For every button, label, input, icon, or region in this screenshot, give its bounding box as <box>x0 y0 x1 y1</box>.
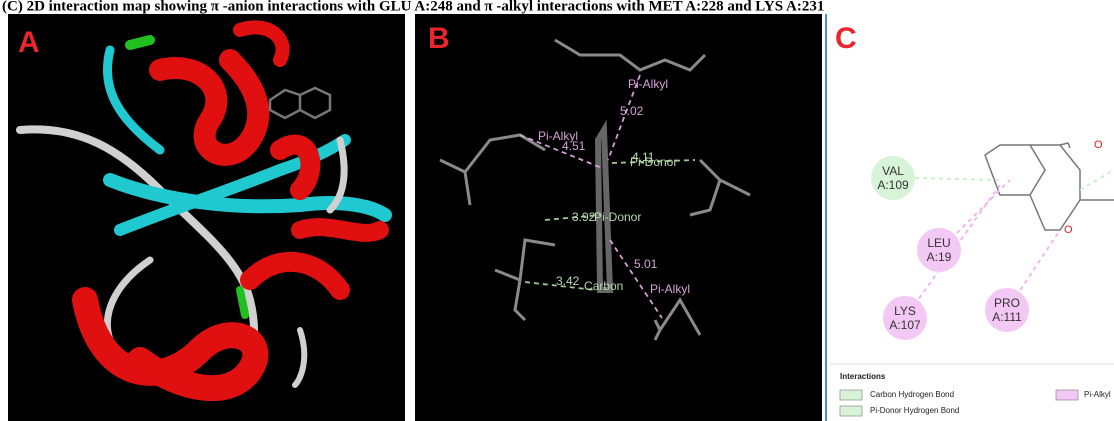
legend-title: Interactions <box>840 372 886 381</box>
distance-label: 5.02 <box>620 104 644 118</box>
panel-label: C <box>835 22 857 55</box>
panel-label: B <box>428 22 450 55</box>
legend-swatch <box>840 406 862 416</box>
interaction-type: Carbon <box>584 279 623 293</box>
distance-label: 3.42 <box>556 274 580 288</box>
residue-id: A:107 <box>889 318 921 332</box>
legend-item: Pi-Donor Hydrogen Bond <box>870 406 959 415</box>
figure: (C) 2D interaction map showing π -anion … <box>0 0 1114 421</box>
page: {"caption": "(C) 2D interaction map show… <box>0 0 1114 421</box>
residue-name: LEU <box>927 236 950 250</box>
panel-label: A <box>18 26 40 59</box>
interaction-type: Pi-Alkyl <box>650 282 690 296</box>
legend-item: Carbon Hydrogen Bond <box>870 390 954 399</box>
interaction-type: Pi-Alkyl <box>628 77 668 91</box>
residue-name: PRO <box>994 296 1020 310</box>
legend-swatch <box>840 390 862 400</box>
interaction-type: Pi-Donor <box>594 210 641 224</box>
distance-label: 5.01 <box>634 257 658 271</box>
residue-id: A:109 <box>877 178 909 192</box>
atom-o: O <box>1094 139 1103 151</box>
residue-id: A:111 <box>992 310 1022 324</box>
residue-name: VAL <box>882 164 904 178</box>
legend-item: Pi-Alkyl <box>1084 390 1111 399</box>
distance-label: 4.51 <box>562 139 586 153</box>
caption: (C) 2D interaction map showing π -anion … <box>2 0 824 14</box>
residue-id: A:19 <box>927 250 952 264</box>
residue-name: LYS <box>894 304 916 318</box>
atom-o: O <box>1064 224 1073 236</box>
legend-swatch <box>1056 390 1078 400</box>
interaction-type: Pi-Donor <box>630 155 677 169</box>
distance-label: 3.92 <box>572 210 596 224</box>
